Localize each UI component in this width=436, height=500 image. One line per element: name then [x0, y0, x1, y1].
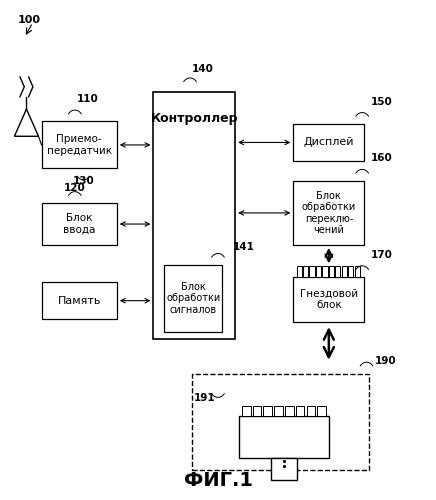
Bar — [316, 266, 321, 277]
Text: Блок
обработки
сигналов: Блок обработки сигналов — [166, 282, 220, 315]
Bar — [153, 92, 235, 339]
Bar — [285, 406, 293, 415]
Bar — [293, 181, 364, 245]
Bar — [274, 406, 283, 415]
Text: 100: 100 — [18, 15, 41, 25]
Text: Дисплей: Дисплей — [303, 138, 354, 147]
Bar — [317, 406, 326, 415]
Text: 150: 150 — [371, 96, 392, 106]
Bar — [296, 266, 302, 277]
Bar — [41, 203, 117, 245]
Text: Контроллер: Контроллер — [150, 112, 238, 124]
Text: 170: 170 — [371, 250, 392, 260]
Bar — [354, 266, 360, 277]
Text: 191: 191 — [194, 394, 216, 404]
Text: 160: 160 — [371, 154, 392, 164]
Bar — [329, 266, 334, 277]
Text: Память: Память — [58, 296, 101, 306]
Bar — [164, 265, 222, 332]
Bar — [41, 282, 117, 319]
Bar — [307, 406, 315, 415]
Text: 110: 110 — [77, 94, 99, 104]
Text: 141: 141 — [233, 242, 255, 252]
Bar — [342, 266, 347, 277]
Bar — [296, 406, 304, 415]
Bar — [253, 406, 261, 415]
Bar — [271, 458, 297, 480]
Bar — [293, 277, 364, 322]
Bar — [322, 266, 327, 277]
Bar — [335, 266, 341, 277]
Text: Блок
ввода: Блок ввода — [63, 213, 95, 235]
Bar — [293, 124, 364, 161]
Bar — [41, 122, 117, 168]
Text: 120: 120 — [64, 183, 86, 193]
Bar — [348, 266, 353, 277]
Text: Блок
обработки
переклю-
чений: Блок обработки переклю- чений — [302, 190, 356, 236]
Text: 140: 140 — [192, 64, 214, 74]
Bar — [263, 406, 272, 415]
Text: Приемо-
передатчик: Приемо- передатчик — [47, 134, 112, 156]
Text: ФИГ.1: ФИГ.1 — [184, 471, 252, 490]
Text: Гнездовой
блок: Гнездовой блок — [300, 288, 358, 310]
Bar — [303, 266, 308, 277]
Bar — [242, 406, 251, 415]
Text: 190: 190 — [375, 356, 397, 366]
Bar — [239, 416, 329, 458]
Bar — [192, 374, 369, 470]
Bar — [310, 266, 315, 277]
Text: 130: 130 — [73, 176, 94, 186]
